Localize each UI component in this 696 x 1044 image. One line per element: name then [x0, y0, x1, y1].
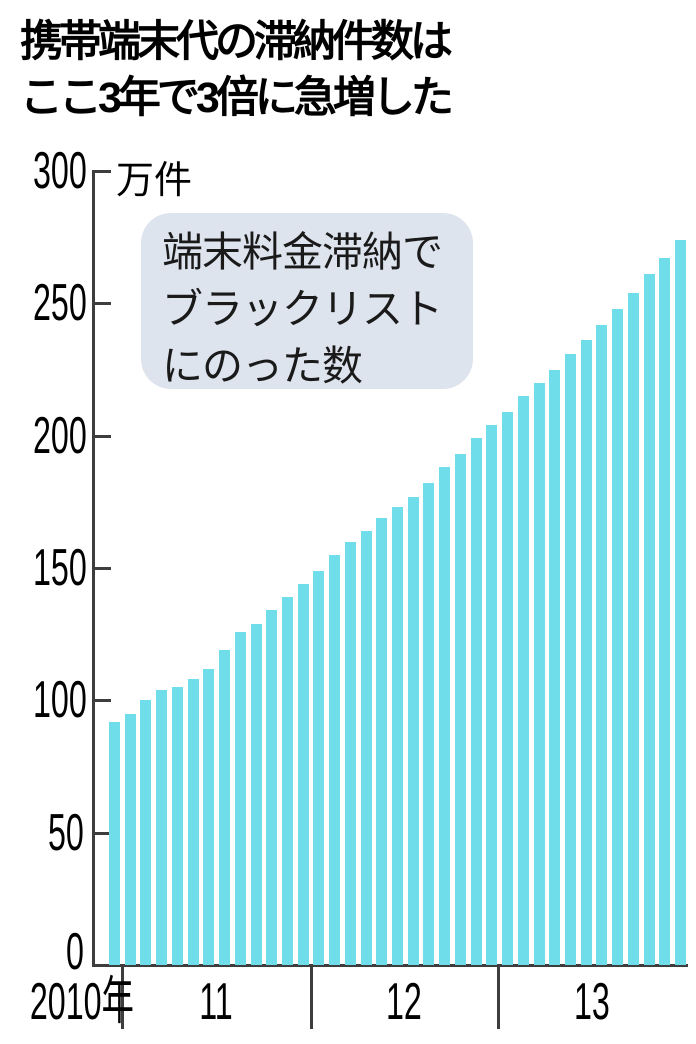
bar — [423, 483, 434, 965]
bar — [282, 597, 293, 965]
y-tick-mark — [93, 170, 111, 173]
x-axis-line — [92, 964, 688, 967]
y-tick-label-50: 50 — [48, 803, 84, 862]
y-tick-label-250: 250 — [32, 274, 87, 333]
chart-title-line1: 携帯端末代の滞納件数は — [20, 18, 453, 66]
bar — [266, 610, 277, 965]
chart-title: 携帯端末代の滞納件数は ここ3年で3倍に急増した — [20, 14, 454, 126]
bar — [251, 623, 262, 965]
bar — [534, 382, 545, 965]
bar — [596, 324, 607, 965]
y-tick-mark — [93, 567, 111, 570]
bar — [298, 583, 309, 965]
bar — [203, 668, 214, 965]
x-year-label-11: 11 — [198, 973, 233, 1031]
bar — [439, 467, 450, 965]
bar — [518, 395, 529, 965]
y-tick-label-150: 150 — [32, 539, 87, 597]
annotation-bubble: 端末料金滞納で ブラックリスト にのった数 — [141, 213, 473, 389]
bar — [659, 258, 670, 965]
bar — [628, 292, 639, 965]
bar — [156, 689, 167, 965]
x-tick-mark — [121, 967, 124, 1029]
bar — [219, 650, 230, 965]
bar — [612, 308, 623, 965]
y-tick-label-300: 300 — [32, 142, 87, 200]
bar — [172, 687, 183, 965]
y-axis-line — [92, 170, 95, 967]
y-tick-mark — [93, 434, 111, 438]
bar — [125, 713, 136, 965]
bar — [140, 700, 151, 965]
bar — [329, 554, 340, 965]
bar — [313, 570, 324, 965]
annotation-line1: 端末料金滞納で — [162, 229, 443, 275]
y-axis-unit-label: 万件 — [116, 160, 193, 202]
bar — [392, 507, 403, 965]
bar — [188, 679, 199, 965]
x-tick-mark — [497, 967, 500, 1029]
y-tick-mark — [93, 699, 111, 703]
bar — [581, 340, 592, 965]
annotation-line3: にのった数 — [162, 343, 363, 389]
x-axis-start-year-label: 2010年 — [29, 973, 134, 1031]
chart-title-line2: ここ3年で3倍に急増した — [20, 74, 454, 122]
bar — [408, 496, 419, 965]
bar — [376, 517, 387, 965]
bar — [644, 274, 655, 965]
bar — [455, 454, 466, 965]
bar — [565, 353, 576, 965]
x-year-label-12: 12 — [385, 973, 422, 1031]
y-tick-label-100: 100 — [32, 671, 87, 730]
y-tick-mark — [93, 831, 111, 835]
bar — [471, 438, 482, 965]
bar — [361, 530, 372, 965]
y-tick-label-200: 200 — [32, 406, 87, 465]
bar — [345, 541, 356, 965]
bar — [109, 721, 120, 965]
x-tick-mark — [310, 967, 313, 1029]
bar — [235, 631, 246, 965]
y-tick-label-0: 0 — [66, 923, 84, 981]
annotation-line2: ブラックリスト — [162, 286, 443, 332]
x-year-label-13: 13 — [573, 973, 610, 1031]
bar — [549, 369, 560, 965]
y-tick-mark — [93, 302, 111, 306]
bar — [675, 239, 686, 965]
bar — [486, 425, 497, 965]
bar — [502, 411, 513, 965]
